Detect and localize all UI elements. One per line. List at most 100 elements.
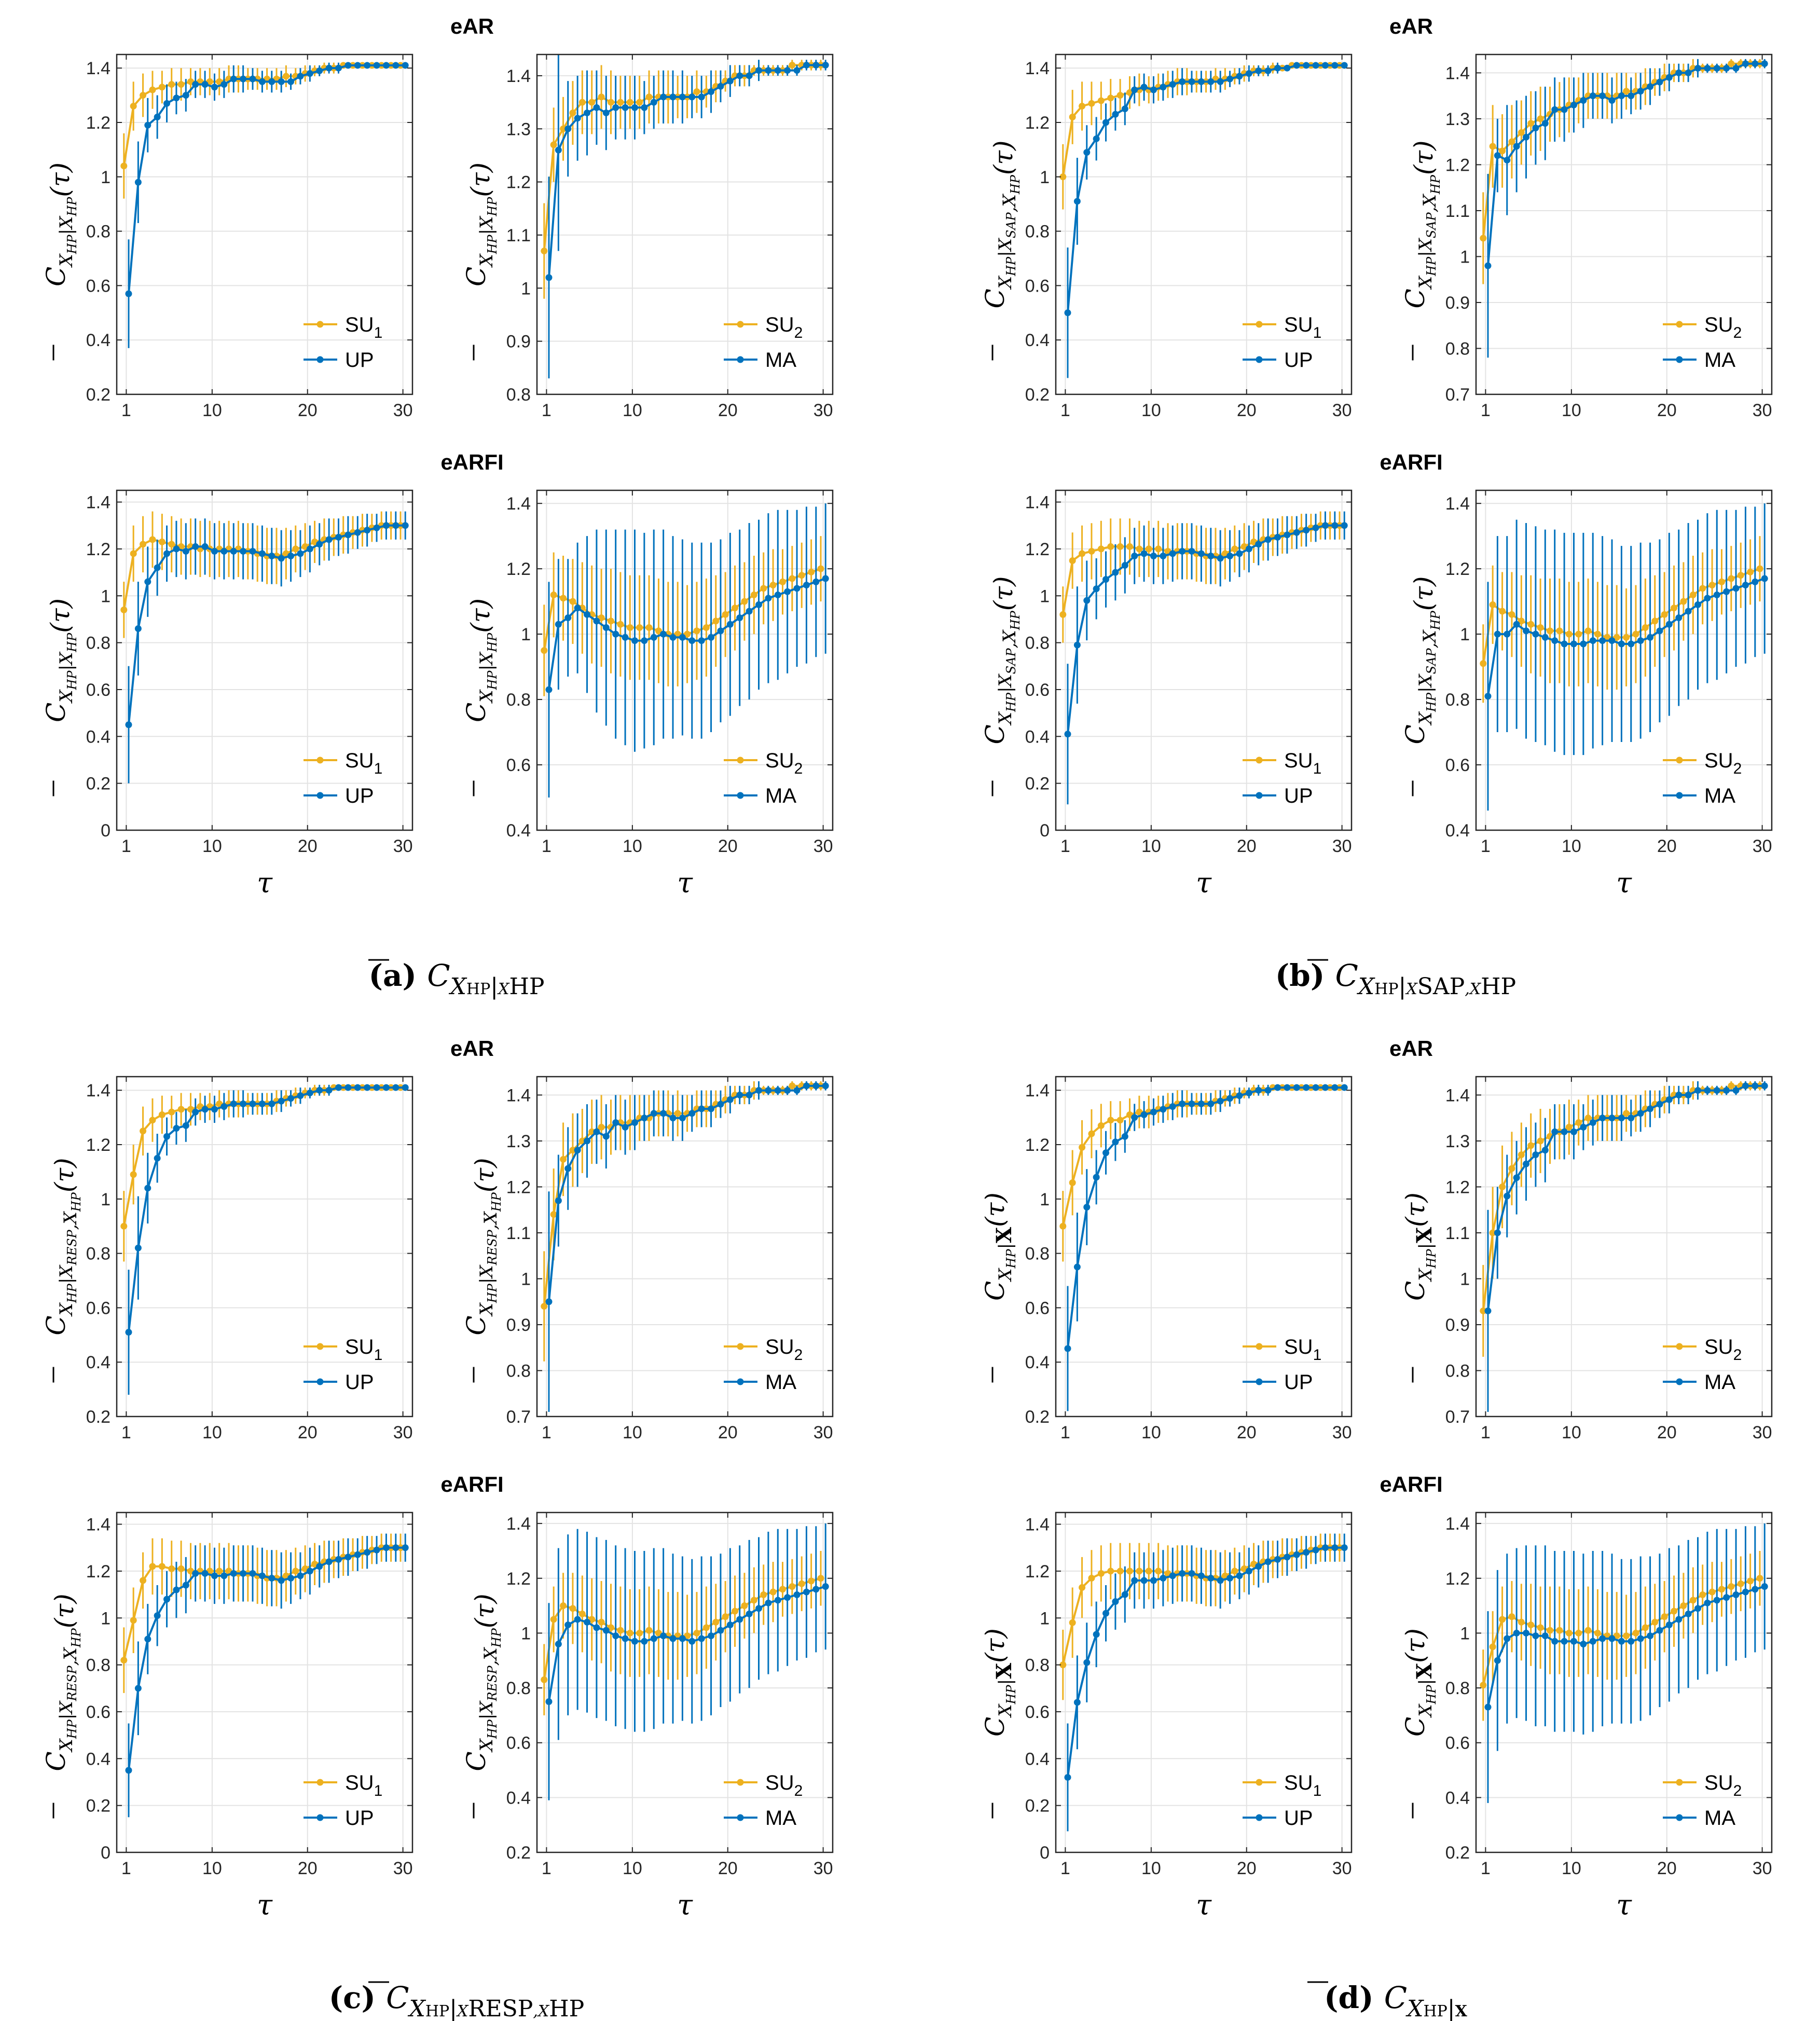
- data-point: [268, 1574, 275, 1582]
- data-point: [1274, 1084, 1281, 1091]
- data-point: [1628, 1638, 1635, 1645]
- data-point: [746, 1610, 753, 1617]
- x-tick-label: 10: [1562, 1423, 1581, 1442]
- data-point: [1713, 1597, 1720, 1604]
- y-tick-label: 0.6: [86, 276, 111, 296]
- legend-marker: [316, 1814, 324, 1821]
- data-point: [584, 1618, 591, 1626]
- y-tick-label: 1.4: [1445, 1085, 1470, 1105]
- subplot-d-1-left: 00.20.40.60.811.21.41 10 20 30SU1UPCXHP|X(τ…: [980, 1511, 1353, 1878]
- data-point: [1708, 1588, 1716, 1596]
- legend-label: UP: [345, 1371, 374, 1394]
- data-point: [1527, 1142, 1535, 1149]
- y-tick-label: 1.3: [506, 1132, 531, 1151]
- data-point: [774, 1597, 781, 1604]
- data-point: [779, 578, 786, 585]
- data-point: [1341, 1544, 1348, 1551]
- data-point: [1312, 62, 1319, 69]
- data-point: [1742, 582, 1749, 589]
- x-tick-label: 20: [298, 1859, 318, 1878]
- legend-marker: [1676, 792, 1683, 799]
- x-tick-label: 10: [202, 401, 222, 420]
- plot-area: [1476, 54, 1772, 394]
- data-point: [793, 585, 801, 592]
- data-point: [550, 592, 557, 599]
- data-point: [1207, 552, 1215, 559]
- data-point: [1608, 637, 1616, 644]
- x-tick-label: 10: [1141, 401, 1161, 420]
- data-point: [1742, 1588, 1749, 1596]
- data-point: [726, 77, 734, 85]
- y-tick-label: 0.2: [86, 774, 111, 794]
- data-point: [1107, 543, 1114, 550]
- y-axis-label: CXHP|XSAP,XHP(τ): [980, 576, 1023, 745]
- data-point: [1236, 1092, 1243, 1099]
- data-point: [722, 1613, 729, 1620]
- data-point: [1264, 67, 1272, 74]
- data-point: [1713, 1087, 1720, 1094]
- series-UP: [125, 1084, 409, 1395]
- data-point: [1656, 1627, 1663, 1634]
- axes-box: [1475, 1076, 1773, 1418]
- y-tick-label: 1.2: [86, 1135, 111, 1155]
- data-point: [354, 62, 361, 69]
- data-point: [803, 61, 810, 68]
- data-point: [660, 630, 667, 638]
- data-point: [1312, 1546, 1319, 1553]
- series-UP: [1064, 511, 1348, 805]
- y-tick-label: 1.4: [1025, 493, 1050, 513]
- subplot-b-0-right: 0.70.80.911.11.21.31.41 10 20 30SU2MACXHP|X…: [1400, 53, 1773, 420]
- data-point: [230, 75, 237, 83]
- data-point: [1541, 634, 1549, 641]
- data-point: [1604, 634, 1611, 641]
- plot-area: [1056, 1077, 1352, 1417]
- data-point: [569, 1147, 576, 1154]
- data-point: [1321, 522, 1329, 529]
- legend-marker: [737, 1814, 744, 1821]
- data-point: [578, 1610, 586, 1617]
- data-point: [812, 1082, 820, 1090]
- data-point: [1665, 621, 1673, 628]
- data-point: [1556, 1627, 1563, 1634]
- x-tick-label: 20: [1657, 1859, 1677, 1878]
- y-tick-label: 0.8: [506, 1679, 531, 1698]
- data-point: [1656, 627, 1663, 635]
- data-point: [641, 1638, 648, 1645]
- data-point: [1150, 1577, 1157, 1584]
- legend-marker: [1256, 321, 1263, 328]
- data-point: [641, 637, 648, 644]
- data-point: [1059, 1661, 1067, 1669]
- y-tick-label: 0.8: [86, 1244, 111, 1264]
- x-tick-label: 1: [1481, 836, 1491, 856]
- data-point: [1518, 1618, 1525, 1626]
- y-tick-label: 0.6: [506, 755, 531, 775]
- data-point: [765, 1599, 772, 1606]
- data-point: [1570, 1128, 1577, 1135]
- data-point: [163, 1133, 171, 1140]
- data-point: [1131, 1577, 1138, 1584]
- data-point: [1494, 630, 1501, 638]
- data-point: [1321, 1084, 1329, 1091]
- data-point: [1580, 97, 1587, 104]
- legend-label: MA: [1704, 1807, 1735, 1830]
- data-point: [717, 1627, 724, 1634]
- data-point: [1541, 1147, 1549, 1154]
- y-tick-label: 1.4: [86, 1515, 111, 1535]
- x-tick-label: 1: [1481, 401, 1491, 420]
- data-point: [1480, 1682, 1487, 1689]
- plot-area: [117, 54, 412, 394]
- data-point: [268, 1100, 275, 1107]
- y-axis-label: CXHP|XRESP,XHP(τ): [41, 1158, 84, 1335]
- data-point: [130, 550, 137, 557]
- data-point: [1274, 1556, 1281, 1563]
- data-point: [698, 637, 705, 644]
- data-point: [1737, 572, 1744, 579]
- data-point: [736, 72, 743, 79]
- data-point: [149, 1117, 156, 1124]
- data-point: [1499, 1616, 1506, 1623]
- data-point: [1752, 60, 1759, 67]
- y-tick-label: 0.6: [1445, 1734, 1470, 1753]
